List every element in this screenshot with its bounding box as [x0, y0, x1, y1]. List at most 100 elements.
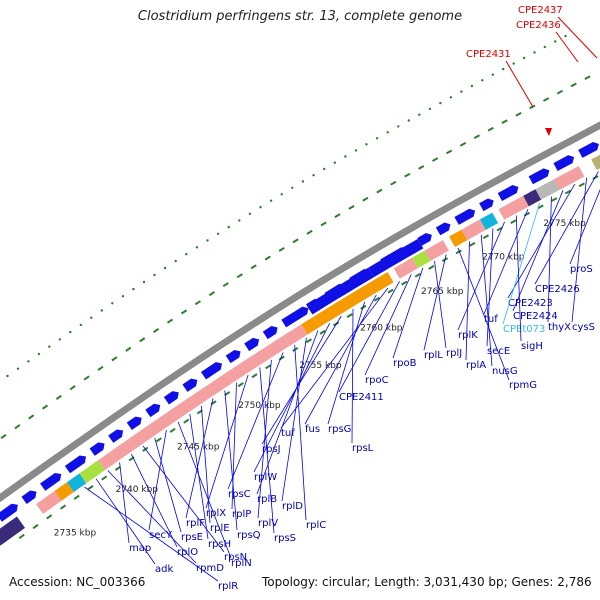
gene-label: rplW — [254, 472, 277, 483]
minor-tick — [222, 282, 229, 288]
inner-tick — [510, 219, 517, 225]
minor-tick — [404, 172, 411, 178]
inner-tick — [265, 364, 272, 370]
feature-track — [0, 141, 600, 546]
minor-tick — [278, 246, 285, 252]
minor-tick — [348, 205, 355, 210]
gene-label: rplR — [218, 581, 238, 592]
inner-tick — [578, 182, 585, 188]
gene-leader-line — [571, 177, 587, 323]
outer-dot — [512, 62, 515, 65]
inner-tick — [346, 313, 353, 319]
red-label-line — [505, 60, 534, 108]
outer-dot — [375, 137, 379, 140]
tick-marks — [0, 34, 599, 539]
inner-tick — [551, 197, 558, 202]
gene-leader-line — [119, 462, 130, 544]
inner-tick — [32, 524, 39, 530]
outer-dot — [100, 309, 104, 312]
gene-leader-line — [304, 294, 377, 425]
minor-tick — [264, 255, 271, 261]
minor-tick — [362, 196, 369, 202]
minor-tick — [28, 414, 35, 420]
scale-label: 2750 kbp — [238, 401, 281, 411]
gene-label: secE — [487, 346, 510, 357]
outer-dot — [312, 174, 315, 177]
minor-tick — [306, 229, 313, 235]
forward-gene-arrow — [553, 155, 575, 172]
minor-tick — [459, 141, 467, 147]
outer-dot — [69, 330, 72, 334]
outer-dot — [58, 338, 61, 341]
gene-label: rpsC — [228, 489, 251, 500]
reverse-feature-block — [393, 257, 419, 279]
gene-label: CPE2423 — [508, 298, 553, 309]
gene-leader-line — [294, 344, 307, 521]
gene-leader-line — [512, 190, 564, 312]
inner-tick — [155, 437, 162, 443]
scale-labels: 2735 kbp 2740 kbp 2745 kbp 2750 kbp 2755 kbp… — [54, 219, 586, 539]
outer-dot — [428, 107, 432, 111]
minor-tick — [111, 356, 118, 362]
forward-gene-arrow — [64, 455, 87, 474]
forward-gene-arrow — [417, 233, 432, 246]
gene-leader-line — [392, 267, 424, 359]
inner-tick — [87, 485, 94, 491]
inner-tick — [482, 234, 490, 240]
reverse-feature-block — [424, 240, 449, 261]
gene-leader-line — [253, 323, 331, 473]
scale-label: 2760 kbp — [360, 323, 403, 333]
rpoB-gene — [306, 267, 374, 315]
gene-leader-line — [281, 337, 307, 502]
inner-tick — [59, 504, 67, 510]
outer-dot — [386, 131, 389, 134]
gene-leader-line — [486, 228, 494, 347]
gene-leader-line — [177, 421, 232, 559]
minor-tick — [153, 327, 160, 334]
outer-dot — [418, 113, 421, 116]
inner-tick — [169, 427, 176, 433]
outer-dot — [449, 96, 453, 99]
minor-tick — [139, 337, 146, 343]
forward-gene-arrow — [454, 208, 476, 225]
reverse-feature-block — [67, 473, 87, 492]
minor-tick — [292, 238, 299, 244]
gene-label: rpoB — [393, 358, 417, 369]
gene-label: rplX — [206, 508, 226, 519]
minor-tick — [487, 126, 494, 132]
gene-leader-line — [327, 301, 365, 425]
gene-label: CPEt073 — [503, 324, 545, 335]
scale-label: 2775 kbp — [543, 219, 586, 229]
red-gene-label: CPE2431 — [466, 49, 511, 60]
gene-label: rplB — [257, 494, 277, 505]
forward-gene-arrow — [21, 490, 37, 505]
minor-tick — [431, 157, 439, 162]
outer-dot — [121, 295, 125, 298]
forward-gene-arrow — [578, 141, 599, 158]
gene-leader-line — [201, 405, 211, 524]
forward-gene-arrow — [145, 403, 161, 418]
outer-dot — [142, 280, 146, 284]
red-label-line — [555, 31, 579, 63]
outer-dot — [407, 119, 410, 122]
gene-leader-line — [259, 367, 275, 534]
reverse-feature-block — [412, 250, 431, 268]
outer-dot — [163, 266, 167, 270]
minor-tick — [55, 394, 62, 400]
inner-tick — [305, 338, 312, 344]
forward-gene-arrow — [200, 362, 223, 380]
gene-label: rpsQ — [237, 530, 261, 541]
gene-leader-line — [364, 274, 412, 376]
gene-label: rplL — [424, 350, 443, 361]
inner-tick — [251, 373, 258, 379]
gene-leader-line — [148, 429, 167, 531]
gene-label: rplO — [177, 547, 198, 558]
gene-label: fus — [305, 424, 320, 435]
gene-label: rplV — [258, 518, 278, 529]
gene-label: thyX — [548, 322, 571, 333]
gene-leader-line — [185, 398, 214, 519]
minor-tick — [334, 213, 341, 218]
inner-tick — [414, 272, 421, 278]
outer-dot — [522, 56, 526, 60]
